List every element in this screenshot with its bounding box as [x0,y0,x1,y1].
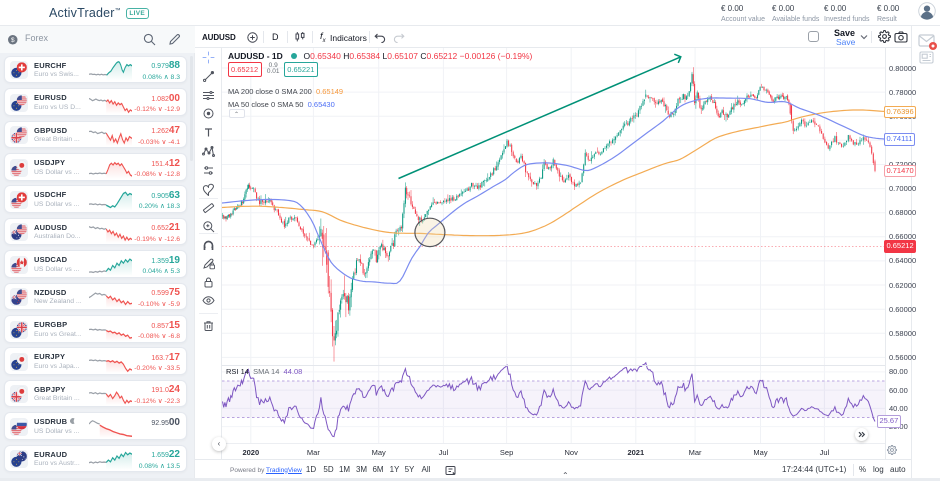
svg-text:$: $ [11,37,15,44]
